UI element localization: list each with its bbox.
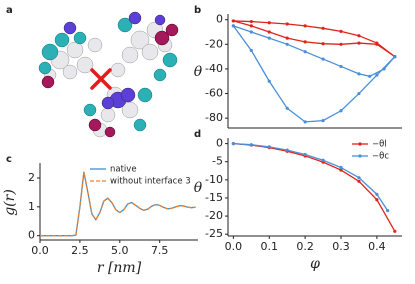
legend-marker [358,154,362,158]
legend-label: −θc [372,152,389,162]
panel-label: d [194,129,201,140]
point [303,120,307,124]
point [303,152,307,157]
series-line [233,25,396,77]
point [339,168,343,172]
point [249,19,253,24]
point [357,176,361,180]
y-axis-label: g(r) [2,189,18,216]
point [249,143,253,147]
point [231,142,235,146]
y-axis-label: θ [194,64,203,80]
point [267,36,271,40]
x-axis-label: r [nm] [97,260,142,276]
y-tick-label: -25 [205,227,223,240]
point [285,106,289,110]
point [303,24,307,28]
legend-label: without interface 3 [110,177,191,187]
point [321,42,325,46]
point [267,21,271,25]
panel-label: b [194,5,201,16]
point [357,179,361,183]
point [375,198,379,202]
point [267,145,271,149]
point [393,55,397,59]
point [357,41,361,45]
point [393,229,397,233]
point [375,42,379,46]
point [285,42,289,46]
y-axis-label: θ [194,180,203,196]
x-tick-label: 0.2 [296,240,314,253]
y-tick-label: -10 [205,173,223,186]
point [321,57,325,61]
point [249,24,253,28]
y-tick-label: 0 [216,137,223,150]
x-tick-label: 7.5 [151,244,169,257]
x-tick-label: 0.3 [332,240,350,253]
y-tick-label: -80 [205,111,223,124]
y-tick-label: 0 [28,229,35,242]
point [249,30,253,34]
y-tick-label: -20 [205,37,223,50]
point [375,73,379,77]
legend-label: native [110,165,137,175]
y-tick-label: -60 [205,87,223,100]
series-line [233,20,396,58]
legend-label: −θl [372,140,387,150]
point [357,72,361,76]
point [339,165,343,170]
point [267,30,271,34]
x-tick-label: 0.0 [31,244,49,257]
y-tick-label: -15 [205,191,223,204]
x-tick-label: 2.5 [71,244,89,257]
point [357,91,361,96]
point [339,42,343,46]
point [285,22,289,26]
point [303,40,307,44]
legend-marker [358,142,362,146]
y-tick-label: -20 [205,209,223,222]
y-tick-label: -5 [212,155,223,168]
series-line [40,171,196,237]
protein-image [38,11,179,138]
y-tick-label: -40 [205,62,223,75]
point [303,50,307,54]
x-tick-label: 5.0 [111,244,129,257]
point [321,158,325,162]
point [285,148,289,152]
y-tick-label: 0 [216,13,223,26]
x-tick-label: 0.4 [368,240,386,253]
point [386,209,390,213]
point [249,48,253,53]
y-tick-label: 1 [28,200,35,213]
point [267,79,271,83]
point [357,34,361,38]
point [339,109,343,113]
point [231,24,235,28]
point [368,74,372,78]
x-tick-label: 0.1 [261,240,279,253]
point [321,119,325,123]
point [231,19,235,23]
series-line [233,142,389,211]
series-line [232,25,396,123]
point [321,26,325,30]
x-axis-label: φ [310,256,320,272]
panel-label: a [6,5,13,16]
y-tick-label: 2 [28,171,35,184]
point [285,36,289,40]
panel-label: c [6,154,12,165]
point [339,29,343,33]
point [375,192,379,196]
series-line [233,20,396,58]
x-tick-label: 0.0 [225,240,243,253]
point [339,64,343,69]
